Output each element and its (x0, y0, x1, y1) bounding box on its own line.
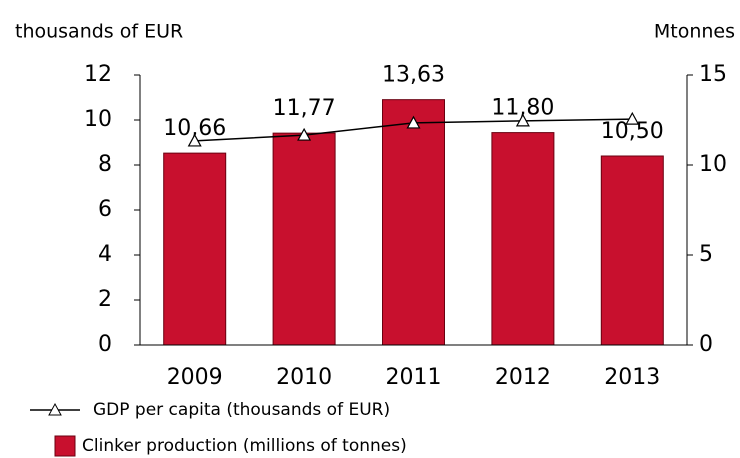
bar (491, 132, 555, 346)
y-tick-label: 8 (98, 152, 112, 177)
y2-tick-label: 10 (699, 152, 727, 177)
y2-axis-label: Mtonnes (654, 21, 735, 43)
y-tick-label: 12 (84, 62, 112, 87)
marker (515, 113, 530, 127)
x-tick-label: 2010 (276, 365, 332, 390)
marker (406, 115, 421, 129)
marker (187, 133, 202, 147)
x-tick-label: 2011 (386, 365, 442, 390)
y-tick-label: 0 (98, 332, 112, 357)
legend-label: Clinker production (millions of tonnes) (82, 436, 407, 456)
bar (600, 155, 664, 346)
y2-tick-label: 5 (699, 242, 713, 267)
marker (625, 111, 640, 125)
bar (272, 132, 336, 346)
bar (382, 99, 445, 346)
value-label: 11,77 (273, 96, 336, 121)
y2-tick-label: 0 (699, 332, 713, 357)
y-tick-label: 10 (84, 107, 112, 132)
bar (163, 152, 227, 346)
legend-swatch (54, 435, 76, 457)
y-tick-label: 4 (98, 242, 112, 267)
marker (297, 127, 312, 141)
y-tick-label: 6 (98, 197, 112, 222)
x-tick-label: 2013 (604, 365, 660, 390)
x-tick-label: 2012 (495, 365, 551, 390)
y-axis-label: thousands of EUR (15, 21, 183, 43)
x-tick-label: 2009 (167, 365, 223, 390)
y-tick-label: 2 (98, 287, 112, 312)
legend-label: GDP per capita (thousands of EUR) (93, 400, 390, 420)
value-label: 13,63 (382, 63, 445, 88)
y2-tick-label: 15 (699, 62, 727, 87)
legend-marker (48, 402, 62, 416)
